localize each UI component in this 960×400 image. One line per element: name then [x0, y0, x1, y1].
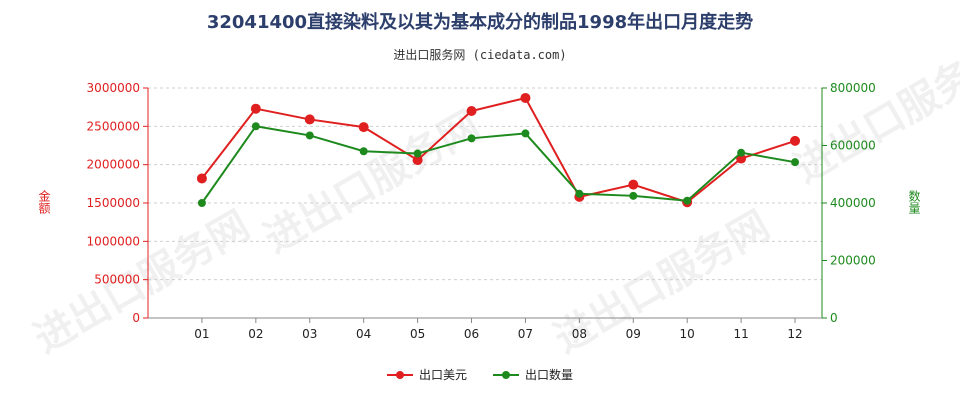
- left-tick-label-1: 500000: [94, 273, 140, 287]
- x-tick-label-01: 01: [194, 327, 209, 341]
- series-1-point-03: [305, 131, 314, 140]
- x-tick-label-02: 02: [248, 327, 263, 341]
- series-1-point-09: [629, 191, 638, 200]
- series-line-0: [201, 96, 796, 204]
- series-0-point-04: [358, 122, 369, 133]
- right-tick-label-0: 0: [830, 311, 838, 325]
- x-tick-label-03: 03: [302, 327, 317, 341]
- series-0-point-02: [250, 103, 261, 114]
- chart-title: 32041400直接染料及以其为基本成分的制品1998年出口月度走势: [206, 12, 754, 33]
- series-1-point-10: [683, 196, 692, 205]
- series-0-point-03: [304, 114, 315, 125]
- left-tick-label-0: 0: [132, 311, 140, 325]
- series-1-point-06: [467, 134, 476, 143]
- series-1-point-02: [251, 122, 260, 131]
- legend-swatch-usd: [386, 369, 413, 381]
- x-tick-label-11: 11: [733, 327, 748, 341]
- x-tick-label-12: 12: [787, 327, 802, 341]
- right-tick-label-3: 600000: [830, 139, 876, 153]
- legend-item-quantity[interactable]: 出口数量: [493, 366, 573, 383]
- left-axis-label: 金额: [37, 190, 51, 214]
- series-0-point-01: [196, 173, 207, 184]
- series-1-point-07: [521, 129, 530, 138]
- left-tick-label-2: 1000000: [87, 234, 140, 248]
- left-tick-label-3: 1500000: [87, 196, 140, 210]
- series-0-point-05: [412, 155, 423, 166]
- legend-label-usd: 出口美元: [418, 368, 467, 382]
- chart-subtitle: 进出口服务网 (ciedata.com): [393, 48, 567, 62]
- series-1-point-08: [575, 189, 584, 198]
- legend-swatch-quantity: [493, 369, 519, 381]
- x-tick-label-05: 05: [410, 327, 425, 341]
- series-0-point-12: [790, 135, 801, 146]
- left-tick-label-6: 3000000: [87, 81, 140, 95]
- series-1-point-12: [791, 158, 800, 167]
- right-tick-label-1: 200000: [830, 254, 876, 268]
- series-1-point-01: [197, 199, 206, 207]
- right-axis-label: 数量: [907, 190, 921, 214]
- series-1-point-11: [737, 148, 746, 157]
- left-tick-label-4: 2000000: [87, 158, 140, 172]
- legend-item-usd[interactable]: 出口美元: [386, 366, 467, 383]
- right-tick-label-4: 800000: [830, 81, 876, 95]
- right-tick-label-2: 400000: [830, 196, 876, 210]
- legend-label-quantity: 出口数量: [525, 368, 574, 382]
- series-0-point-09: [628, 179, 639, 190]
- x-tick-label-08: 08: [572, 327, 587, 341]
- left-tick-label-5: 2500000: [87, 119, 140, 133]
- series-1-point-04: [359, 147, 368, 156]
- x-tick-label-09: 09: [626, 327, 641, 341]
- x-tick-label-07: 07: [518, 327, 533, 341]
- series-0-point-06: [466, 106, 477, 116]
- series-1-point-05: [413, 149, 422, 158]
- series-0-point-07: [520, 92, 531, 103]
- series-line-1: [201, 125, 796, 204]
- legend: 出口美元 出口数量: [0, 366, 960, 383]
- x-tick-label-06: 06: [464, 327, 479, 341]
- x-tick-label-04: 04: [356, 327, 371, 341]
- x-tick-label-10: 10: [680, 327, 695, 341]
